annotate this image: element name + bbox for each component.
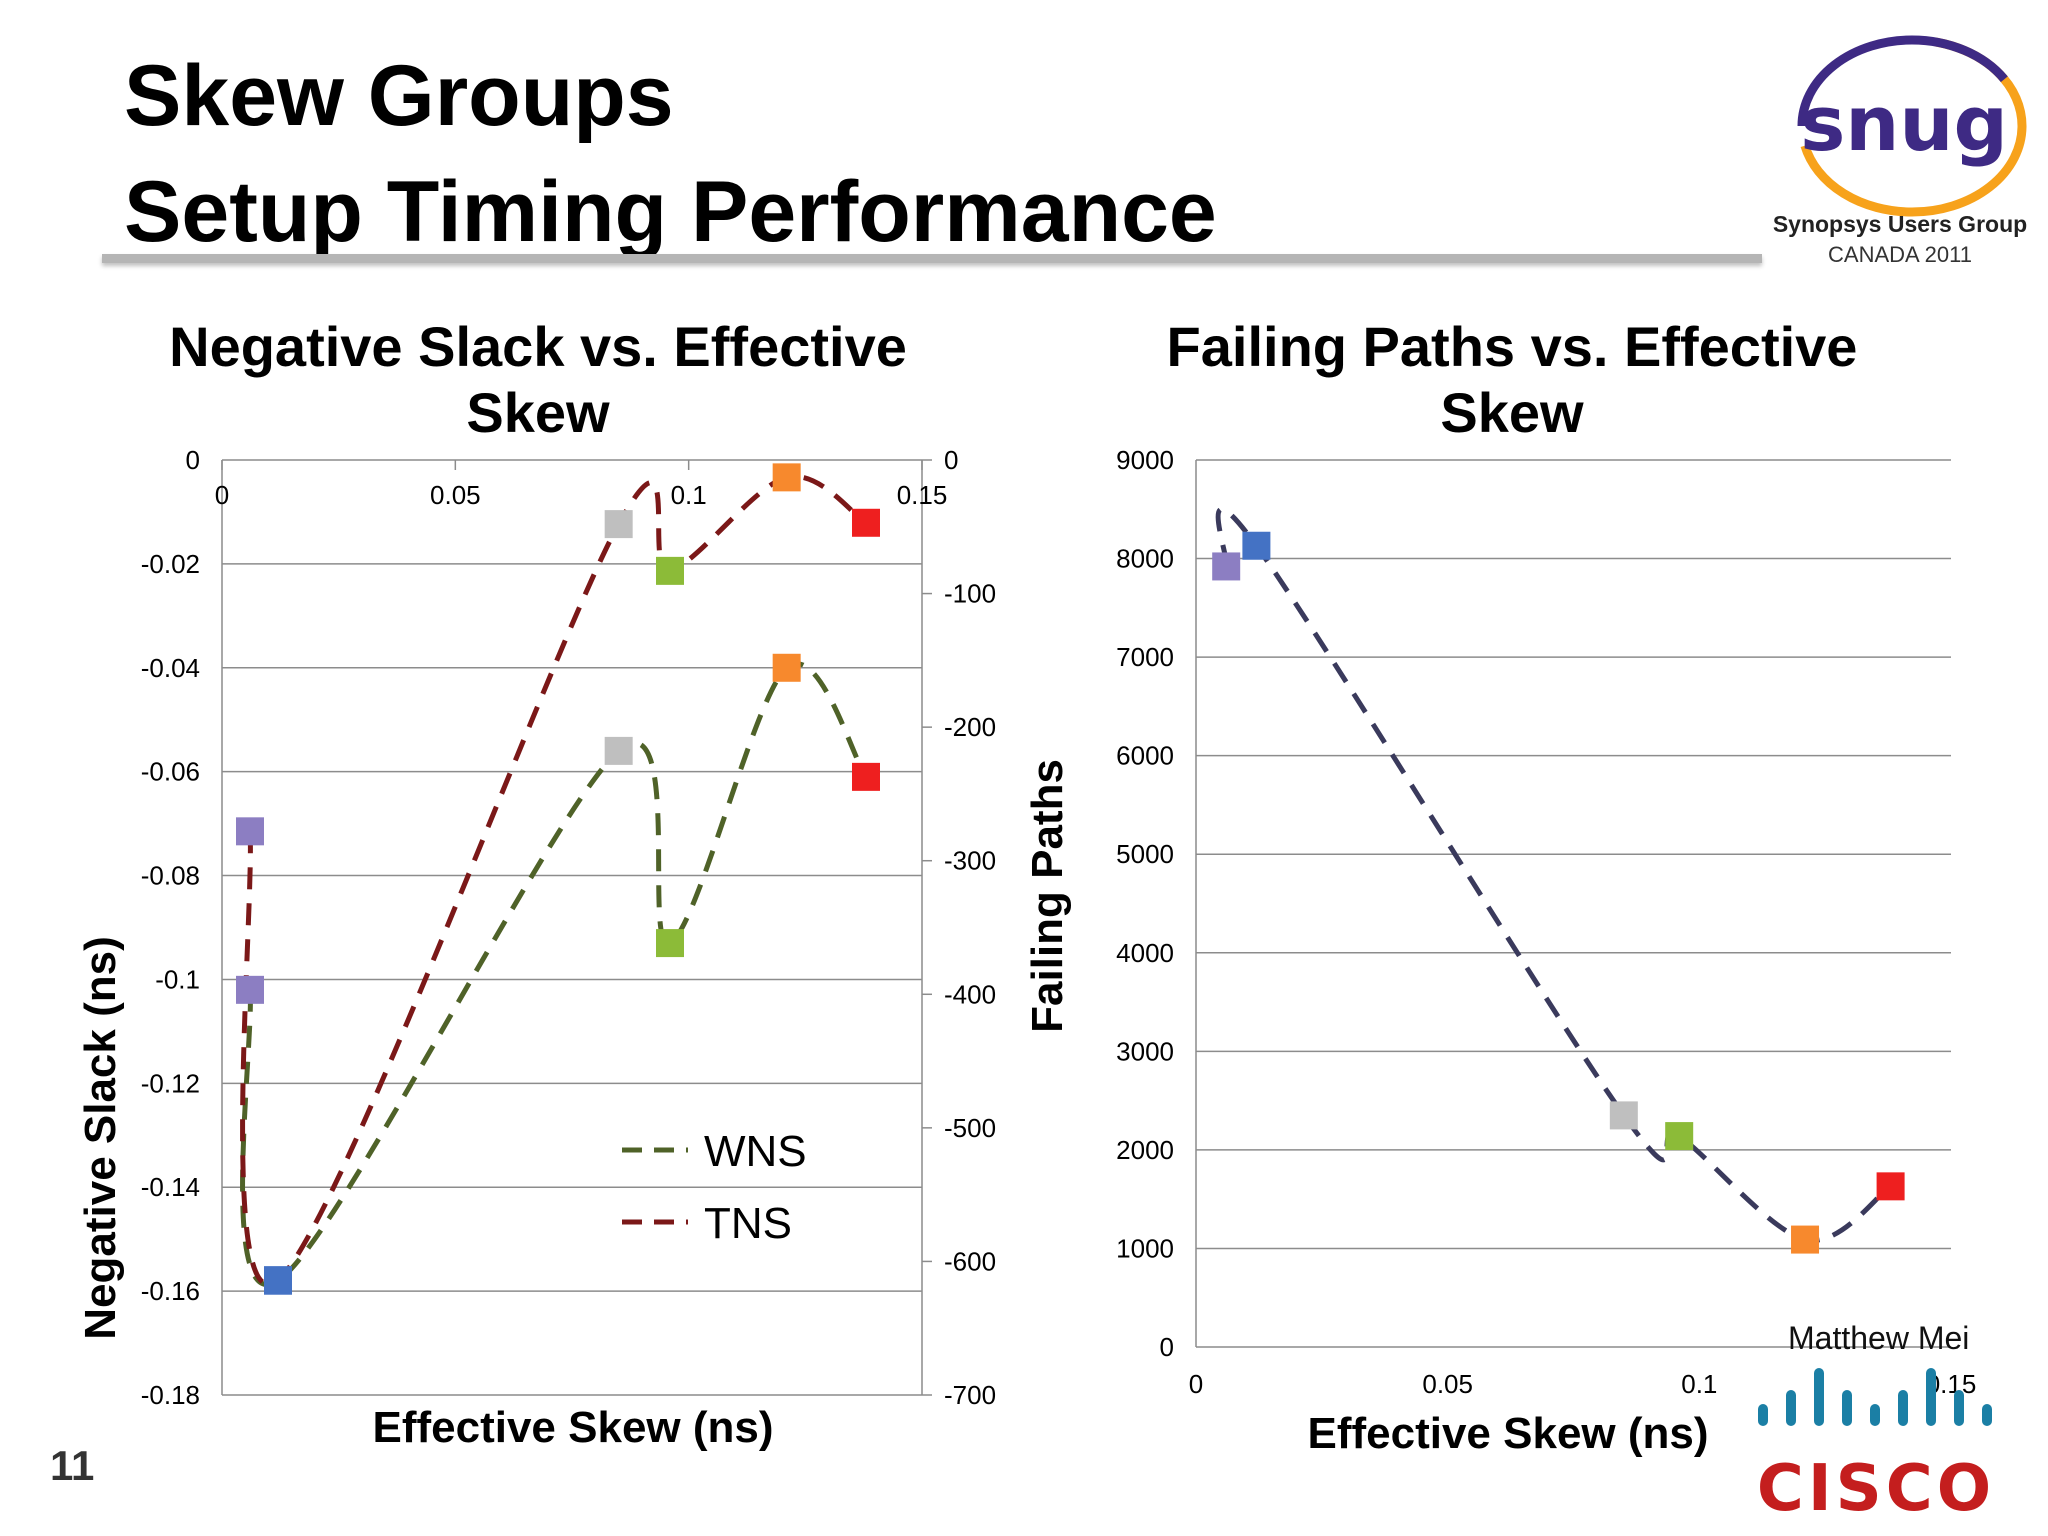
slide-title-line-2: Setup Timing Performance <box>124 164 1217 260</box>
slack-y-tick-label: -0.04 <box>141 653 200 683</box>
slack-y2-tick-label: -700 <box>944 1380 996 1410</box>
slack-marker-tns-orange <box>772 463 801 492</box>
paths-y-tick-label: 5000 <box>1116 839 1174 869</box>
paths-y-tick-label: 9000 <box>1116 445 1174 475</box>
paths-x-tick-label: 0.1 <box>1681 1369 1717 1399</box>
slack-y-tick-label: -0.08 <box>141 861 200 891</box>
paths-y-tick-label: 1000 <box>1116 1233 1174 1263</box>
slack-y2-tick-label: -300 <box>944 846 996 876</box>
slack-y-tick-label: -0.16 <box>141 1276 200 1306</box>
paths-y-tick-label: 8000 <box>1116 544 1174 574</box>
cisco-bars-icon <box>1758 1368 1992 1426</box>
slack-x-tick-label: 0 <box>215 480 229 510</box>
slack-y-tick-label: -0.14 <box>141 1172 200 1202</box>
slack-y-tick-label: -0.06 <box>141 757 200 787</box>
paths-series-lines <box>1215 506 1893 1243</box>
slack-marker-wns-orange <box>772 653 801 682</box>
slack-marker-tns-purple <box>236 817 264 846</box>
paths-x-tick-label: 0 <box>1189 1369 1203 1399</box>
slack-y2-tick-label: -400 <box>944 979 996 1009</box>
paths-y-tick-label: 3000 <box>1116 1036 1174 1066</box>
snug-line-2: CANADA 2011 <box>1828 242 1972 267</box>
slack-marker-tns-red <box>852 508 880 537</box>
slack-markers <box>236 463 880 1295</box>
slack-series-lines <box>240 473 869 1287</box>
paths-marker-purple <box>1212 552 1241 581</box>
paths-tick-labels: 9000 8000 7000 6000 5000 4000 3000 2000 1000 00 0.… <box>1116 445 1976 1399</box>
paths-y-axis-title: Failing Paths <box>1024 759 1072 1033</box>
paths-y-tick-label: 4000 <box>1116 938 1174 968</box>
snug-ring-orange <box>1797 35 2027 217</box>
slack-y2-tick-label: -100 <box>944 579 996 609</box>
negative-slack-chart: Negative Slack vs. Effective Skew 0 -0.02… <box>76 315 996 1452</box>
slack-y-tick-label: 0 <box>186 445 200 475</box>
paths-line <box>1215 506 1893 1243</box>
snug-logo: snug Synopsys Users Group CANADA 2011 <box>1773 35 2027 267</box>
title-divider <box>102 254 1762 263</box>
slack-chart-title-line-1: Negative Slack vs. Effective <box>169 315 907 378</box>
slack-x-tick-label: 0.05 <box>430 480 481 510</box>
paths-marker-red <box>1876 1172 1905 1201</box>
slack-y-axis-title: Negative Slack (ns) <box>76 936 125 1340</box>
slack-y2-tick-label: -500 <box>944 1113 996 1143</box>
paths-y-tick-label: 7000 <box>1116 642 1174 672</box>
paths-x-tick-label: 0.05 <box>1422 1369 1473 1399</box>
slack-y2-tick-label: -200 <box>944 712 996 742</box>
slack-marker-tns-green <box>656 556 684 585</box>
slide-title: Skew Groups Setup Timing Performance <box>124 38 1217 270</box>
slack-line-wns <box>240 661 869 1287</box>
slack-marker-wns-red <box>852 762 880 791</box>
slack-y2-tick-label: -600 <box>944 1246 996 1276</box>
slack-y-tick-label: -0.18 <box>141 1380 200 1410</box>
slack-y-tick-label: -0.12 <box>141 1068 200 1098</box>
author-name: Matthew Mei <box>1788 1320 1970 1356</box>
paths-x-axis-title: Effective Skew (ns) <box>1307 1409 1708 1458</box>
slack-tick-labels: 0 -0.02 -0.04 -0.06 -0.08 -0.1 -0.12 -0.14 -0.16… <box>141 445 996 1410</box>
paths-chart-title-line-1: Failing Paths vs. Effective <box>1167 315 1858 378</box>
snug-line-1: Synopsys Users Group <box>1773 211 2027 237</box>
slack-chart-title-line-2: Skew <box>466 381 610 444</box>
slack-marker-tns-blue <box>264 1266 292 1295</box>
slack-y-tick-label: -0.1 <box>155 964 200 994</box>
paths-y-tick-label: 6000 <box>1116 741 1174 771</box>
slack-x-axis-title: Effective Skew (ns) <box>372 1403 773 1452</box>
slack-y-tick-label: -0.02 <box>141 549 200 579</box>
paths-marker-green <box>1665 1122 1694 1151</box>
slack-marker-wns-green <box>656 929 684 958</box>
legend-tns-label: TNS <box>704 1199 792 1248</box>
paths-marker-orange <box>1791 1225 1820 1254</box>
legend-wns-label: WNS <box>704 1127 807 1176</box>
slack-marker-tns-gray <box>604 510 633 539</box>
slack-gridlines <box>222 459 922 1396</box>
paths-marker-gray <box>1609 1101 1638 1130</box>
paths-gridlines <box>1196 459 1951 1348</box>
paths-y-tick-label: 2000 <box>1116 1135 1174 1165</box>
slack-legend: WNS TNS <box>622 1127 807 1248</box>
snug-wordmark: snug <box>1800 79 2008 168</box>
page-number: 11 <box>50 1442 95 1489</box>
slack-axes <box>221 459 932 1396</box>
snug-ring-purple <box>1797 35 2027 217</box>
cisco-wordmark: CISCO <box>1757 1452 1995 1522</box>
cisco-logo: CISCO <box>1757 1368 1995 1522</box>
slack-marker-wns-gray <box>604 736 633 765</box>
paths-chart-title-line-2: Skew <box>1440 381 1584 444</box>
slack-y2-tick-label: 0 <box>944 445 958 475</box>
slack-marker-wns-purple <box>236 975 264 1004</box>
paths-markers <box>1212 531 1905 1254</box>
paths-y-tick-label: 0 <box>1160 1332 1174 1362</box>
paths-marker-blue <box>1242 531 1271 560</box>
slack-x-tick-label: 0.15 <box>897 480 948 510</box>
slide-title-line-1: Skew Groups <box>124 48 674 144</box>
slack-line-tns <box>240 473 868 1287</box>
slack-x-tick-label: 0.1 <box>671 480 707 510</box>
